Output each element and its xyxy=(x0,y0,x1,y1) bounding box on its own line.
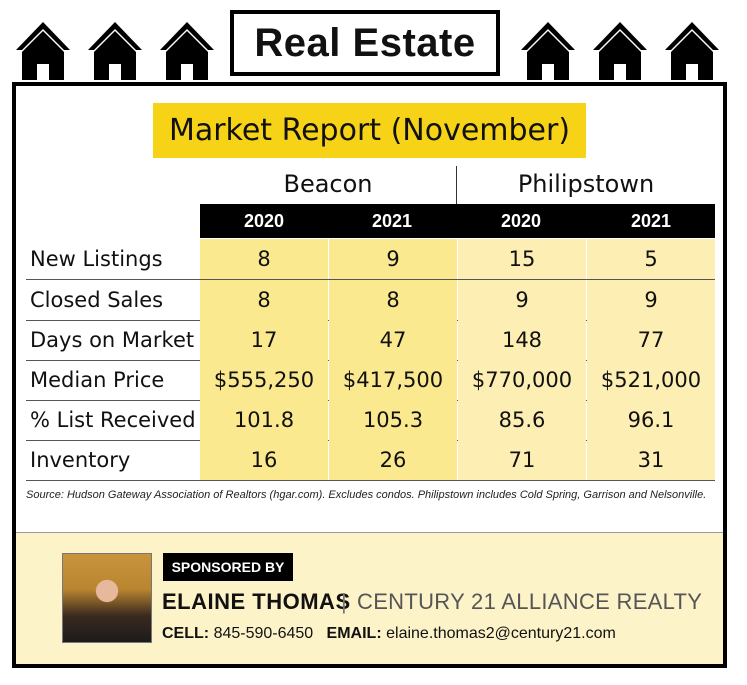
year-header: 2021 xyxy=(371,210,413,231)
source-note: Source: Hudson Gateway Association of Re… xyxy=(26,489,707,501)
table-cell: 8 xyxy=(200,280,328,320)
year-header-bar xyxy=(200,204,715,238)
row-label: Closed Sales xyxy=(30,288,164,312)
row-divider xyxy=(26,279,715,280)
row-label: New Listings xyxy=(30,247,163,271)
year-header: 2021 xyxy=(630,210,672,231)
town-heading-beacon: Beacon xyxy=(283,170,373,198)
row-divider xyxy=(26,480,715,481)
report-title: Market Report (November) xyxy=(168,113,571,148)
sponsored-by-badge: SPONSORED BY xyxy=(163,553,293,581)
table-cell: 77 xyxy=(587,320,715,360)
table-cell: 47 xyxy=(329,320,457,360)
year-header: 2020 xyxy=(500,210,542,231)
header-title-box: Real Estate xyxy=(230,10,500,76)
sponsor-agency: CENTURY 21 ALLIANCE REALTY xyxy=(357,589,703,614)
table-cell: 148 xyxy=(458,320,586,360)
row-label: Median Price xyxy=(30,368,165,392)
table-cell: 31 xyxy=(587,440,715,480)
cell-number[interactable]: 845-590-6450 xyxy=(213,625,314,642)
table-cell: 9 xyxy=(587,280,715,320)
table-cell: 71 xyxy=(458,440,586,480)
cell-label: CELL: xyxy=(162,625,210,642)
table-cell: $417,500 xyxy=(329,360,457,400)
email-address[interactable]: elaine.thomas2@century21.com xyxy=(386,625,616,642)
table-row: New Listings 8 9 15 5 xyxy=(26,239,715,279)
name-separator: | xyxy=(341,589,347,614)
year-header: 2020 xyxy=(243,210,285,231)
house-icon xyxy=(519,20,577,82)
table-cell: 17 xyxy=(200,320,328,360)
table-cell: 105.3 xyxy=(329,400,457,440)
table-row: Median Price $555,250 $417,500 $770,000 … xyxy=(26,360,715,400)
house-icon xyxy=(158,20,216,82)
table-cell: 15 xyxy=(458,239,586,279)
table-row: Days on Market 17 47 148 77 xyxy=(26,320,715,360)
table-cell: $770,000 xyxy=(458,360,586,400)
house-icon xyxy=(663,20,721,82)
header-title: Real Estate xyxy=(254,20,476,65)
table-cell: 85.6 xyxy=(458,400,586,440)
table-row: % List Received 101.8 105.3 85.6 96.1 xyxy=(26,400,715,440)
table-cell: 9 xyxy=(458,280,586,320)
email-label: EMAIL: xyxy=(326,625,382,642)
table-cell: 8 xyxy=(329,280,457,320)
table-cell: $521,000 xyxy=(587,360,715,400)
contact-line: CELL: 845-590-6450 EMAIL: elaine.thomas2… xyxy=(162,625,616,643)
report-title-box: Market Report (November) xyxy=(153,103,586,158)
table-cell: $555,250 xyxy=(200,360,328,400)
town-divider xyxy=(456,166,457,204)
sponsor-name: ELAINE THOMAS xyxy=(162,589,351,614)
agent-photo xyxy=(62,553,152,643)
table-row: Closed Sales 8 8 9 9 xyxy=(26,280,715,320)
table-cell: 9 xyxy=(329,239,457,279)
row-label: Days on Market xyxy=(30,328,195,352)
house-icon xyxy=(86,20,144,82)
table-cell: 5 xyxy=(587,239,715,279)
town-heading-philipstown: Philipstown xyxy=(517,170,655,198)
table-cell: 96.1 xyxy=(587,400,715,440)
table-row: Inventory 16 26 71 31 xyxy=(26,440,715,480)
row-label: % List Received xyxy=(30,408,196,432)
table-cell: 8 xyxy=(200,239,328,279)
table-cell: 26 xyxy=(329,440,457,480)
house-icon xyxy=(14,20,72,82)
table-cell: 16 xyxy=(200,440,328,480)
house-icon xyxy=(591,20,649,82)
table-cell: 101.8 xyxy=(200,400,328,440)
row-label: Inventory xyxy=(30,448,131,472)
sponsor-divider xyxy=(16,532,723,533)
